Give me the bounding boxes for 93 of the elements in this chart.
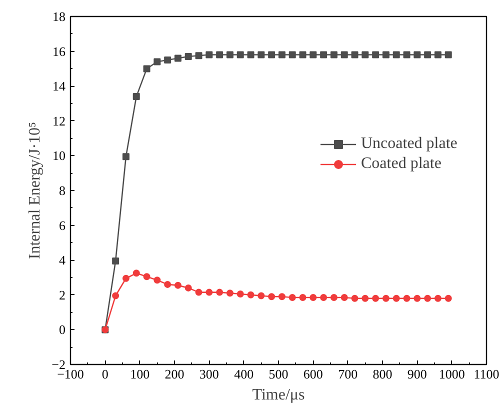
point <box>330 51 338 58</box>
point <box>206 288 213 296</box>
point <box>372 294 380 302</box>
point <box>216 51 224 58</box>
x-axis-title: Time/μs <box>252 386 305 404</box>
point <box>278 51 286 58</box>
point <box>174 282 182 289</box>
point <box>382 294 390 302</box>
point <box>362 294 369 302</box>
point <box>414 51 421 58</box>
point <box>164 56 172 64</box>
legend-label: Uncoated plate <box>361 135 458 153</box>
point <box>403 51 410 58</box>
point <box>444 51 452 58</box>
point <box>392 51 400 58</box>
x-tick-label: 300 <box>199 366 219 382</box>
point <box>434 294 442 302</box>
point <box>226 290 234 297</box>
y-tick-label: 2 <box>59 287 66 302</box>
y-tick-label: 18 <box>52 9 66 24</box>
point <box>112 257 120 264</box>
y-tick-label: 0 <box>59 322 66 338</box>
y-tick-label: 6 <box>59 218 66 233</box>
point <box>382 51 390 58</box>
point <box>351 294 358 302</box>
x-tick-label: 200 <box>164 366 184 382</box>
point <box>330 294 338 302</box>
point <box>372 51 380 58</box>
point <box>444 294 452 302</box>
point <box>320 51 328 58</box>
point <box>164 280 172 288</box>
point <box>132 270 140 277</box>
y-tick-label: 14 <box>52 78 66 94</box>
point <box>340 294 348 302</box>
point <box>299 294 306 302</box>
point <box>424 51 432 58</box>
point <box>112 292 120 300</box>
point <box>424 294 432 302</box>
point <box>132 93 140 100</box>
point <box>288 51 296 58</box>
point <box>351 51 358 58</box>
point <box>184 53 192 60</box>
y-tick-label: 10 <box>52 148 66 164</box>
y-tick-label: −2 <box>52 357 66 372</box>
point <box>310 294 317 302</box>
point <box>414 294 421 302</box>
x-tick-label: 1000 <box>438 366 465 382</box>
point <box>258 292 265 300</box>
point <box>195 52 202 60</box>
point <box>258 51 265 58</box>
x-tick-label: 500 <box>268 366 288 382</box>
point <box>236 51 244 58</box>
point <box>174 54 182 62</box>
point <box>236 290 244 298</box>
point <box>143 65 150 72</box>
point <box>247 51 254 58</box>
point <box>226 51 234 58</box>
point <box>392 294 400 302</box>
point <box>184 284 192 292</box>
point <box>434 51 442 58</box>
point <box>340 51 348 58</box>
point <box>268 293 276 300</box>
point <box>206 51 213 58</box>
point <box>299 51 306 58</box>
point <box>195 288 202 296</box>
point <box>268 51 276 58</box>
legend-label: Coated plate <box>361 155 442 173</box>
x-tick-label: 1100 <box>474 366 500 382</box>
point <box>154 276 161 284</box>
x-tick-label: 700 <box>338 366 358 382</box>
point <box>288 294 296 302</box>
point <box>143 273 150 280</box>
point <box>320 294 328 302</box>
x-tick-label: 800 <box>372 366 392 382</box>
y-axis-title: Internal Energy/J·10⁵ <box>26 122 44 260</box>
y-tick-label: 8 <box>59 183 66 198</box>
point <box>247 291 254 298</box>
point <box>362 51 369 58</box>
point <box>122 153 130 160</box>
x-tick-label: 900 <box>407 366 427 382</box>
y-tick-label: 4 <box>59 252 66 268</box>
point <box>154 58 161 66</box>
point <box>403 294 410 302</box>
y-tick-label: 16 <box>52 44 66 59</box>
point <box>122 274 130 282</box>
x-tick-label: 600 <box>303 366 323 382</box>
x-tick-label: 0 <box>102 366 108 382</box>
y-tick-label: 12 <box>52 113 66 128</box>
point <box>278 293 286 300</box>
point <box>310 51 317 58</box>
x-tick-label: 400 <box>234 366 254 382</box>
point <box>216 288 224 296</box>
x-tick-label: 100 <box>130 366 150 382</box>
